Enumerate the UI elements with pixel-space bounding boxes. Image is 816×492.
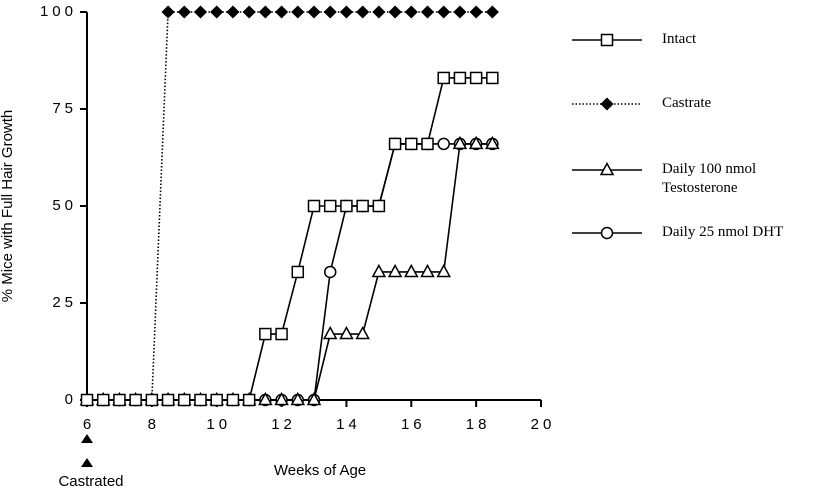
- data-point: [485, 135, 500, 150]
- y-tick-label: 100: [40, 3, 77, 20]
- series-line: [87, 11, 493, 401]
- data-point: [420, 5, 435, 19]
- data-point: [226, 393, 240, 407]
- data-point: [405, 137, 418, 151]
- data-point: [306, 391, 322, 406]
- data-point: [80, 393, 94, 407]
- data-point: [404, 5, 418, 19]
- data-point: [242, 5, 256, 19]
- data-point: [129, 393, 142, 407]
- data-point: [356, 199, 369, 213]
- data-point: [469, 5, 483, 19]
- data-point: [307, 199, 321, 213]
- data-point: [210, 5, 224, 19]
- data-point: [113, 393, 126, 407]
- data-point: [161, 393, 175, 407]
- legend-entry: [572, 161, 642, 176]
- data-point: [388, 5, 402, 19]
- legend-marker: [600, 226, 614, 240]
- data-point: [437, 137, 450, 151]
- y-tick-label: 75: [52, 100, 77, 117]
- x-tick-label: 20: [531, 416, 556, 433]
- data-point: [453, 5, 467, 19]
- data-point: [371, 263, 387, 278]
- data-point: [486, 71, 499, 85]
- x-tick-label: 12: [271, 416, 296, 433]
- y-axis-label: % Mice with Full Hair Growth: [0, 110, 16, 303]
- annotation: Castrated: [58, 473, 123, 490]
- legend-marker: [599, 161, 615, 176]
- x-tick-label: 14: [336, 416, 361, 433]
- data-point: [161, 5, 175, 19]
- data-point: [96, 393, 110, 407]
- data-point: [340, 199, 353, 213]
- x-axis-label: Weeks of Age: [274, 462, 366, 479]
- data-point: [469, 71, 483, 85]
- legend-marker: [600, 97, 614, 111]
- data-point: [291, 265, 305, 279]
- data-point: [193, 5, 208, 19]
- data-point: [323, 265, 337, 279]
- data-point: [372, 5, 386, 19]
- data-point: [453, 71, 467, 85]
- data-point: [259, 327, 272, 341]
- data-point: [177, 5, 191, 19]
- data-point: [275, 327, 288, 341]
- data-point: [404, 263, 419, 278]
- castration-arrow: [81, 458, 93, 467]
- data-point: [421, 137, 434, 151]
- data-point: [290, 391, 306, 406]
- legend-marker: [600, 33, 614, 47]
- x-tick-label: 10: [206, 416, 231, 433]
- data-point: [274, 391, 289, 406]
- y-tick-label: 25: [52, 294, 77, 311]
- data-point: [323, 5, 337, 19]
- data-point: [437, 5, 451, 19]
- data-point: [437, 71, 450, 85]
- data-point: [436, 263, 451, 278]
- data-point: [339, 5, 353, 19]
- legend-label: Daily 100 nmol Testosterone: [662, 161, 757, 196]
- data-point: [322, 325, 338, 340]
- y-tick-label: 50: [52, 197, 77, 214]
- data-point: [468, 135, 484, 150]
- data-point: [145, 393, 159, 407]
- legend-entry: [572, 33, 642, 47]
- data-point: [355, 325, 370, 340]
- x-tick-label: 16: [401, 416, 426, 433]
- data-point: [372, 199, 386, 213]
- data-point: [291, 5, 305, 19]
- data-point: [226, 5, 240, 19]
- x-tick-label: 18: [466, 416, 491, 433]
- x-tick-label: 6: [83, 416, 95, 433]
- series-line: [87, 77, 493, 401]
- x-tick-label: 8: [148, 416, 160, 433]
- legend-entry: [572, 97, 642, 111]
- data-point: [275, 5, 289, 19]
- data-point: [485, 5, 499, 19]
- legend-entry: [572, 226, 642, 240]
- data-point: [420, 263, 435, 278]
- data-point: [242, 393, 256, 407]
- data-point: [210, 393, 223, 407]
- data-point: [452, 135, 468, 150]
- data-point: [388, 137, 402, 151]
- data-point: [323, 199, 337, 213]
- data-point: [356, 5, 370, 19]
- castration-arrow: [81, 434, 93, 443]
- legend-label: Intact: [662, 31, 697, 47]
- data-point: [258, 5, 272, 19]
- data-point: [339, 325, 354, 340]
- y-tick-label: 0: [65, 391, 77, 408]
- data-point: [307, 5, 321, 19]
- data-point: [178, 393, 191, 407]
- legend-label: Daily 25 nmol DHT: [662, 224, 784, 240]
- data-point: [387, 263, 403, 278]
- legend-label: Castrate: [662, 95, 712, 111]
- data-point: [194, 393, 207, 407]
- data-point: [258, 391, 273, 406]
